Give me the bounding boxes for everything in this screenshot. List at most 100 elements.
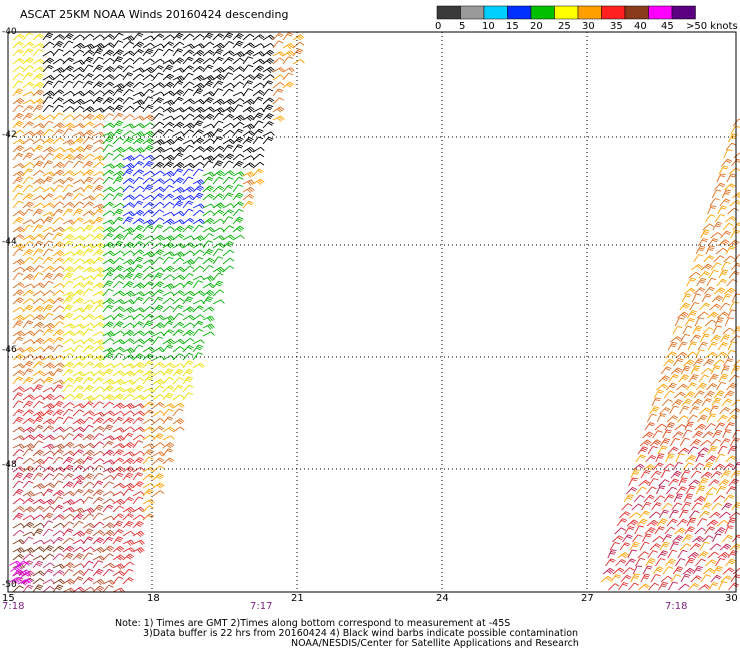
wind-barb xyxy=(718,373,729,383)
wind-barb xyxy=(112,104,124,113)
wind-barb xyxy=(686,414,698,423)
wind-barb xyxy=(727,550,738,559)
wind-barb xyxy=(172,363,185,369)
wind-barb xyxy=(72,449,84,457)
wind-barb xyxy=(202,323,215,330)
wind-barb xyxy=(22,65,34,73)
wind-barb xyxy=(102,515,115,521)
wind-barb xyxy=(182,265,195,273)
wind-barb xyxy=(262,131,275,137)
wind-barb xyxy=(202,331,215,337)
wind-barb xyxy=(62,552,74,561)
wind-barb xyxy=(22,497,35,505)
wind-barb xyxy=(112,416,124,425)
wind-barb xyxy=(62,521,75,529)
wind-barb xyxy=(647,550,658,559)
lat-label: -48 xyxy=(2,460,17,470)
wind-barb xyxy=(202,217,215,225)
wind-barb xyxy=(152,457,165,465)
wind-barb xyxy=(142,320,154,329)
wind-barb xyxy=(719,438,731,447)
wind-barb xyxy=(32,195,45,201)
wind-barb xyxy=(202,257,215,265)
wind-barb xyxy=(92,282,105,289)
wind-barb xyxy=(112,491,125,497)
wind-barb xyxy=(212,176,224,185)
wind-barb xyxy=(713,495,726,503)
wind-barb xyxy=(42,568,54,577)
wind-barb xyxy=(691,398,703,407)
wind-barb xyxy=(42,171,55,177)
wind-barb xyxy=(152,209,165,217)
wind-barb xyxy=(733,359,740,367)
wind-barb xyxy=(232,98,245,105)
wind-barb xyxy=(272,115,285,122)
wind-barb xyxy=(152,336,164,345)
wind-barb xyxy=(32,355,45,361)
wind-barb xyxy=(82,433,95,441)
wind-barb xyxy=(32,73,45,81)
wind-barb xyxy=(707,551,720,559)
wind-barb xyxy=(42,146,55,153)
wind-barb xyxy=(92,273,104,281)
wind-barb xyxy=(621,503,633,511)
wind-barb xyxy=(62,219,75,225)
wind-barb xyxy=(32,155,45,161)
wind-barb xyxy=(62,251,75,257)
wind-barb xyxy=(72,297,85,305)
wind-barb xyxy=(663,494,675,503)
wind-barb xyxy=(172,297,185,305)
wind-barb xyxy=(252,153,265,161)
wind-barb xyxy=(694,423,707,431)
wind-barb xyxy=(22,376,34,385)
wind-barb xyxy=(82,586,95,593)
wind-barb xyxy=(602,567,615,575)
wind-barb xyxy=(732,326,740,335)
wind-barb xyxy=(62,568,74,577)
wind-barb xyxy=(22,248,34,257)
wind-barb xyxy=(713,359,725,367)
wind-barb xyxy=(202,160,214,169)
wind-barb xyxy=(732,118,740,127)
wind-barb xyxy=(62,240,74,249)
wind-barb xyxy=(162,291,175,297)
wind-barb xyxy=(152,43,165,49)
wind-barb xyxy=(82,219,95,225)
wind-barb xyxy=(32,458,45,465)
wind-barb xyxy=(709,543,722,551)
wind-barb xyxy=(252,34,265,41)
wind-barb xyxy=(82,337,95,345)
wind-barb xyxy=(172,152,184,161)
wind-barb xyxy=(42,280,54,289)
wind-barb xyxy=(242,123,255,130)
wind-barb xyxy=(162,81,175,89)
wind-barb xyxy=(152,201,165,209)
wind-barb xyxy=(52,443,65,450)
wind-barb xyxy=(687,446,699,455)
wind-barb xyxy=(52,426,65,433)
wind-barb xyxy=(696,414,708,423)
wind-barb xyxy=(665,351,677,359)
wind-barb xyxy=(32,305,45,313)
wind-barb xyxy=(152,267,165,273)
wind-barb xyxy=(122,513,134,521)
wind-barb xyxy=(52,480,64,489)
wind-barb xyxy=(202,91,215,97)
wind-barb xyxy=(72,339,85,345)
wind-barb xyxy=(632,534,643,543)
wind-barb xyxy=(192,305,204,313)
wind-barb xyxy=(162,329,174,337)
wind-barb xyxy=(52,449,64,457)
wind-barb xyxy=(655,485,666,495)
wind-barb xyxy=(12,243,25,250)
legend-label: 45 xyxy=(661,21,674,32)
wind-barb xyxy=(716,485,727,495)
wind-barb xyxy=(62,347,75,353)
wind-barb xyxy=(102,338,115,345)
wind-barb xyxy=(202,296,214,305)
wind-barb xyxy=(12,129,25,137)
wind-barb xyxy=(708,269,719,279)
wind-barb xyxy=(32,98,45,105)
wind-barb xyxy=(32,144,44,153)
wind-barb xyxy=(62,33,74,41)
